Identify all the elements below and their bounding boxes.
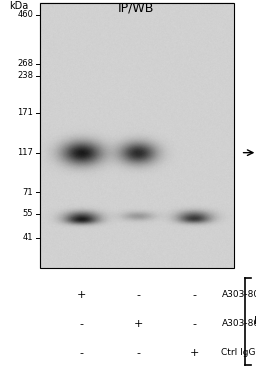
Text: -: - [193, 319, 197, 329]
Text: 268: 268 [17, 59, 33, 68]
Text: IP/WB: IP/WB [118, 1, 154, 14]
Text: A303-807A: A303-807A [221, 290, 256, 299]
Text: 41: 41 [23, 233, 33, 242]
Text: -: - [193, 290, 197, 300]
Text: Ctrl IgG: Ctrl IgG [221, 348, 256, 358]
Text: 55: 55 [23, 209, 33, 218]
Text: +: + [77, 290, 87, 300]
Bar [40, 3, 234, 268]
Text: -: - [136, 348, 140, 358]
Text: 460: 460 [17, 10, 33, 19]
Text: IP: IP [254, 316, 256, 326]
Text: 238: 238 [17, 71, 33, 80]
Text: +: + [134, 319, 143, 329]
Text: +: + [190, 348, 199, 358]
Text: -: - [80, 348, 84, 358]
Text: 71: 71 [23, 188, 33, 197]
Text: kDa: kDa [9, 1, 28, 12]
Text: -: - [136, 290, 140, 300]
Text: 171: 171 [17, 108, 33, 117]
Text: 117: 117 [17, 148, 33, 157]
Text: -: - [80, 319, 84, 329]
Text: A303-808A: A303-808A [221, 319, 256, 328]
